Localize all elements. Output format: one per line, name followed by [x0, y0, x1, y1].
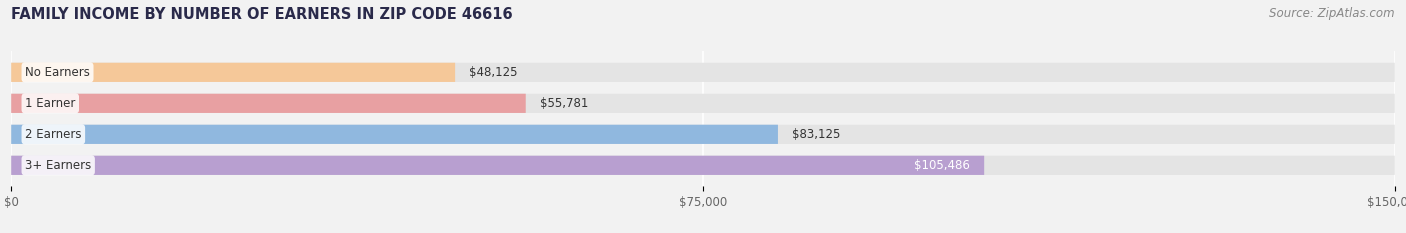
- FancyBboxPatch shape: [11, 156, 984, 175]
- Text: $83,125: $83,125: [792, 128, 841, 141]
- FancyBboxPatch shape: [11, 125, 1395, 144]
- FancyBboxPatch shape: [11, 63, 1395, 82]
- Text: 2 Earners: 2 Earners: [25, 128, 82, 141]
- FancyBboxPatch shape: [11, 63, 456, 82]
- Text: FAMILY INCOME BY NUMBER OF EARNERS IN ZIP CODE 46616: FAMILY INCOME BY NUMBER OF EARNERS IN ZI…: [11, 7, 513, 22]
- Text: 1 Earner: 1 Earner: [25, 97, 76, 110]
- Text: 3+ Earners: 3+ Earners: [25, 159, 91, 172]
- FancyBboxPatch shape: [11, 94, 526, 113]
- FancyBboxPatch shape: [11, 94, 1395, 113]
- FancyBboxPatch shape: [11, 125, 778, 144]
- Text: $48,125: $48,125: [470, 66, 517, 79]
- Text: Source: ZipAtlas.com: Source: ZipAtlas.com: [1270, 7, 1395, 20]
- FancyBboxPatch shape: [11, 156, 1395, 175]
- Text: $55,781: $55,781: [540, 97, 588, 110]
- Text: No Earners: No Earners: [25, 66, 90, 79]
- Text: $105,486: $105,486: [914, 159, 970, 172]
